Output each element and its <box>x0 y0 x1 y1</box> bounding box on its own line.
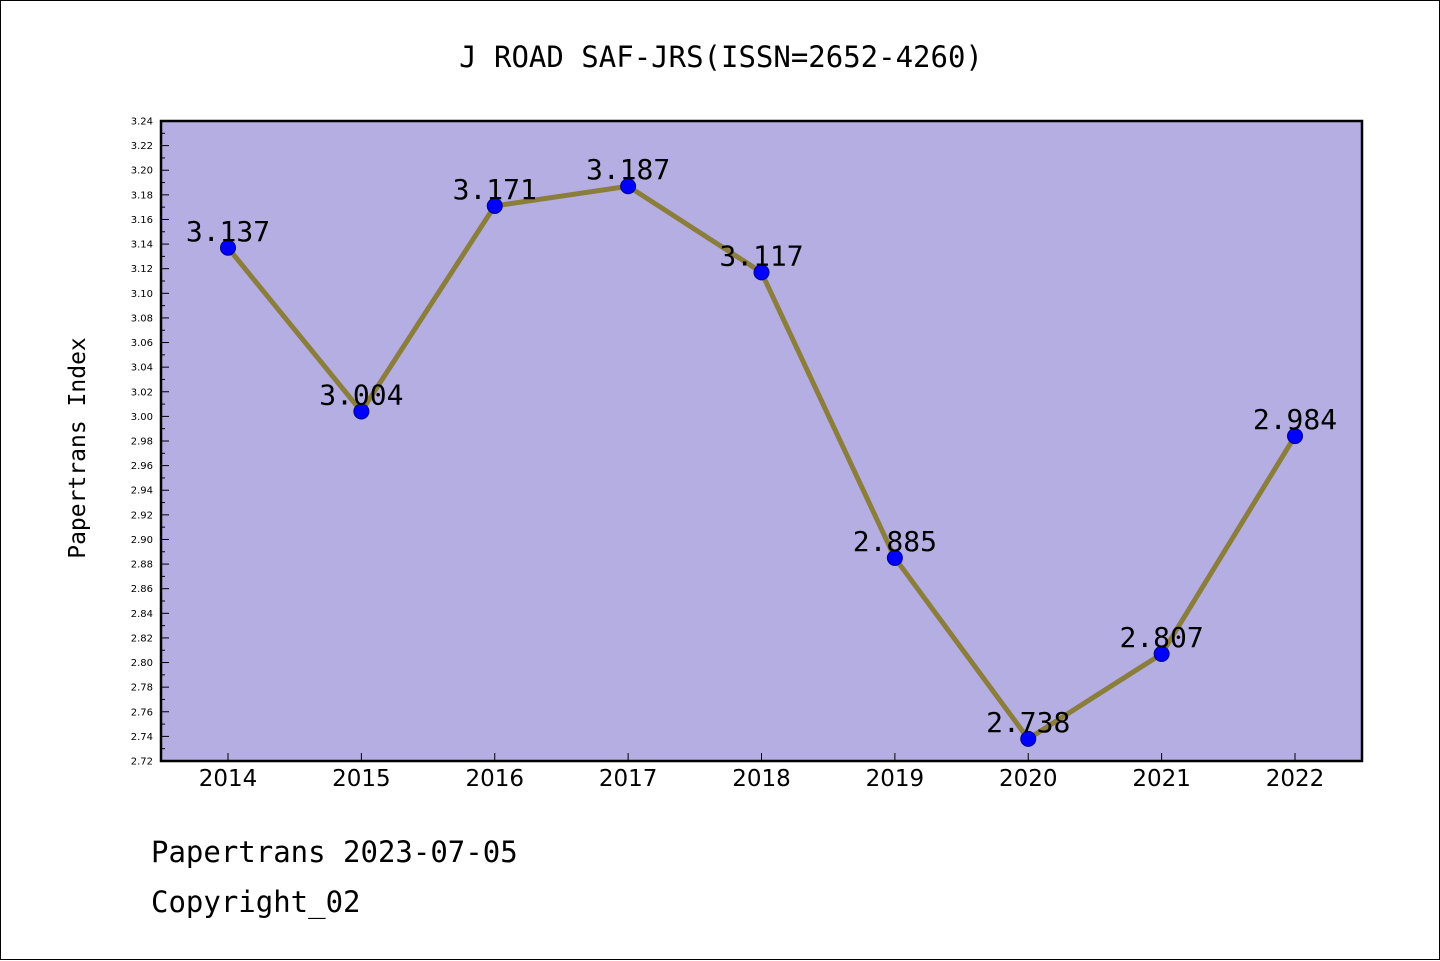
y-tick-label: 3.02 <box>131 387 153 398</box>
x-tick-label: 2016 <box>465 766 524 792</box>
y-tick-label: 2.98 <box>131 437 153 448</box>
y-tick-label: 3.14 <box>131 240 153 251</box>
y-tick-label: 2.76 <box>131 707 153 718</box>
data-label: 2.807 <box>1119 621 1203 654</box>
footer-copyright: Copyright_02 <box>151 885 361 919</box>
y-tick-label: 3.04 <box>131 363 153 374</box>
y-tick-label: 3.00 <box>131 412 153 423</box>
y-axis: 2.72 2.74 2.76 2.78 2.80 2.82 2.84 2.86 2.88 2.90… <box>131 117 169 768</box>
y-tick-label: 3.20 <box>131 166 153 177</box>
y-tick-label: 2.96 <box>131 461 153 472</box>
data-point <box>1153 645 1170 662</box>
y-tick-label: 2.74 <box>131 732 153 743</box>
data-point <box>1020 730 1037 747</box>
y-tick-label: 3.18 <box>131 190 153 201</box>
data-point <box>486 197 503 214</box>
y-tick-label: 3.16 <box>131 215 153 226</box>
plot-border <box>159 119 1364 763</box>
series: 3.137 3.004 3.171 3.187 3.117 2.885 2.738 2.807… <box>186 153 1337 747</box>
y-tick-label: 3.06 <box>131 338 153 349</box>
y-tick-label: 2.84 <box>131 609 153 620</box>
data-point <box>353 403 370 420</box>
y-tick-label: 2.94 <box>131 486 153 497</box>
data-label: 3.117 <box>719 239 803 272</box>
y-tick-label: 2.90 <box>131 535 153 546</box>
x-tick-label: 2020 <box>999 766 1058 792</box>
y-tick-label: 2.72 <box>131 757 153 768</box>
y-tick-label: 2.92 <box>131 510 153 521</box>
data-label: 2.984 <box>1253 403 1337 436</box>
plot-area <box>161 121 1362 761</box>
data-point <box>886 549 903 566</box>
footer-date: Papertrans 2023-07-05 <box>151 835 518 869</box>
data-point <box>753 264 770 281</box>
data-label: 3.137 <box>186 215 270 248</box>
y-axis-label: Papertrans Index <box>65 337 91 559</box>
x-tick-label: 2017 <box>599 766 658 792</box>
data-point <box>620 178 637 195</box>
x-tick-label: 2018 <box>732 766 791 792</box>
y-tick-label: 3.10 <box>131 289 153 300</box>
data-label: 3.171 <box>453 173 537 206</box>
x-tick-label: 2015 <box>332 766 391 792</box>
y-tick-label: 2.86 <box>131 584 153 595</box>
data-point <box>220 239 236 256</box>
y-tick-label: 3.12 <box>131 264 153 275</box>
data-label: 2.738 <box>986 706 1070 739</box>
y-tick-label: 3.22 <box>131 141 153 152</box>
x-tick-label: 2022 <box>1266 766 1325 792</box>
x-tick-label: 2014 <box>199 766 258 792</box>
y-tick-label: 3.08 <box>131 313 153 324</box>
chart-title: J ROAD SAF-JRS(ISSN=2652-4260) <box>459 40 983 74</box>
x-tick-label: 2021 <box>1132 766 1191 792</box>
data-point <box>1287 428 1303 445</box>
data-label: 3.187 <box>586 153 670 186</box>
x-axis: 2014 2015 2016 2017 2018 2019 2020 2021 2022 <box>199 753 1325 792</box>
x-tick-label: 2019 <box>866 766 925 792</box>
data-label: 3.004 <box>319 378 403 411</box>
y-tick-label: 3.24 <box>131 117 153 128</box>
y-tick-label: 2.88 <box>131 560 153 571</box>
y-tick-label: 2.80 <box>131 658 153 669</box>
y-tick-label: 2.78 <box>131 683 153 694</box>
data-label: 2.885 <box>853 525 937 558</box>
y-tick-label: 2.82 <box>131 633 153 644</box>
